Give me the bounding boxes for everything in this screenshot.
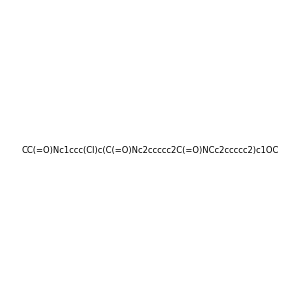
- Text: CC(=O)Nc1ccc(Cl)c(C(=O)Nc2ccccc2C(=O)NCc2ccccc2)c1OC: CC(=O)Nc1ccc(Cl)c(C(=O)Nc2ccccc2C(=O)NCc…: [21, 146, 279, 154]
